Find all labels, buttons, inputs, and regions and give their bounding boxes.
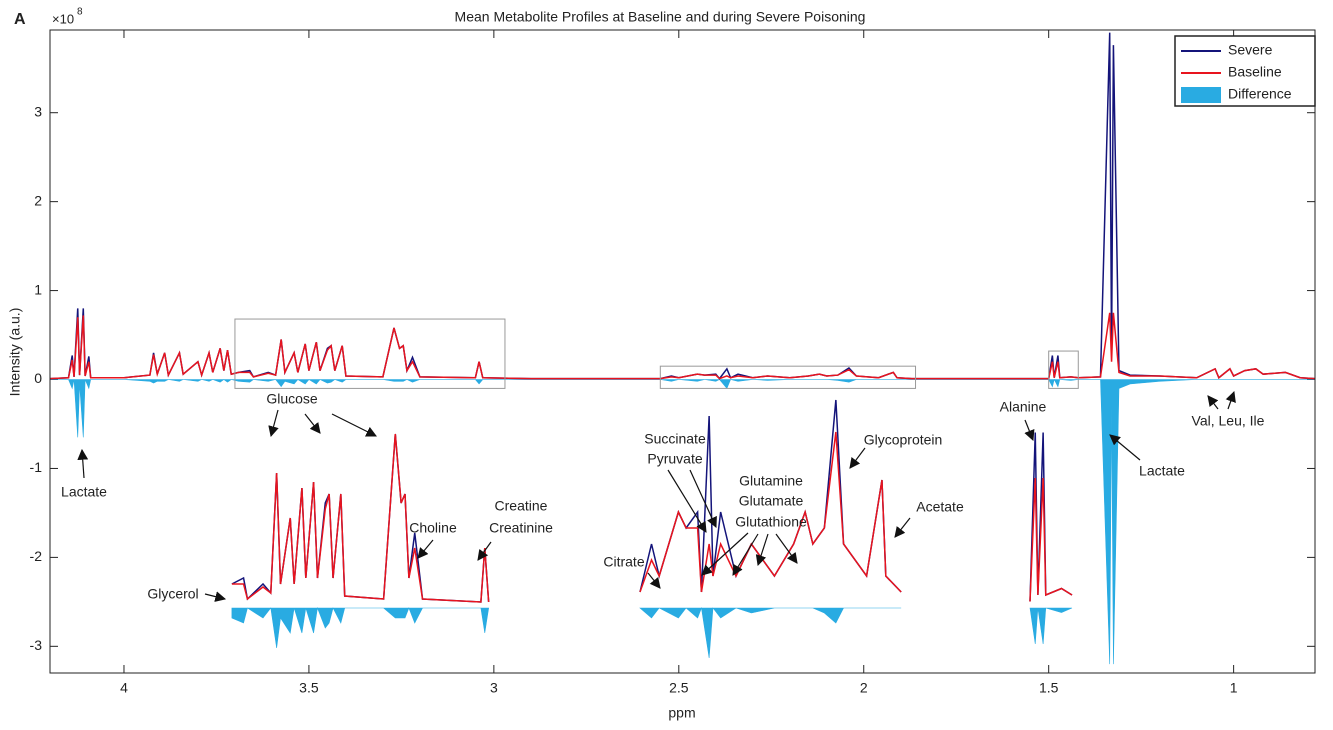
panel-label: A xyxy=(14,11,26,28)
annotation-arrow xyxy=(1225,390,1236,410)
spectrum-line xyxy=(50,312,1315,380)
annotation-arrow xyxy=(667,469,707,533)
annotation-arrow xyxy=(732,533,759,576)
annotation: Citrate xyxy=(603,554,644,570)
y-exponent-base: ×10 xyxy=(52,11,74,26)
x-tick-label: 1.5 xyxy=(1039,680,1059,696)
plot-frame xyxy=(49,29,1316,674)
y-exponent-power: 8 xyxy=(77,7,83,18)
chart-title: Mean Metabolite Profiles at Baseline and… xyxy=(455,9,866,25)
zoom-box xyxy=(659,365,917,389)
legend: Severe Baseline Difference xyxy=(1174,35,1316,107)
annotation-arrow xyxy=(849,447,866,469)
inset xyxy=(231,433,490,649)
annotation-arrow xyxy=(417,539,434,559)
annotation-arrow xyxy=(755,533,769,567)
legend-label: Severe xyxy=(1228,42,1273,58)
annotation-arrow xyxy=(701,532,749,576)
annotation: Glucose xyxy=(266,391,318,407)
annotation-arrow xyxy=(204,591,227,602)
x-tick-label: 3 xyxy=(490,680,498,696)
y-tick-label: 1 xyxy=(34,281,42,297)
x-tick-label: 2.5 xyxy=(669,680,689,696)
annotation-arrow xyxy=(1024,419,1035,442)
annotation-arrow xyxy=(304,413,321,434)
legend-swatch xyxy=(1181,87,1221,103)
annotation-arrow xyxy=(77,448,89,479)
annotation: Lactate xyxy=(1139,463,1185,479)
x-tick-label: 3.5 xyxy=(299,680,319,696)
y-tick-label: 0 xyxy=(34,370,42,386)
legend-label: Baseline xyxy=(1228,64,1282,80)
annotation-arrow xyxy=(1207,395,1219,410)
annotation: Glutamate xyxy=(739,493,804,509)
x-tick-label: 2 xyxy=(860,680,868,696)
y-tick-label: -2 xyxy=(30,548,43,564)
annotation: Creatinine xyxy=(489,520,553,536)
plot-area xyxy=(50,32,1315,665)
inset xyxy=(1029,432,1073,645)
y-tick-label: 3 xyxy=(34,103,42,119)
zoom-box xyxy=(234,318,506,389)
annotation: Glutamine xyxy=(739,473,803,489)
x-axis-label: ppm xyxy=(668,705,695,721)
annotation: Glycoprotein xyxy=(864,432,943,448)
annotation: Choline xyxy=(409,520,457,536)
annotation: Pyruvate xyxy=(647,451,702,467)
annotation: Glutathione xyxy=(735,514,807,530)
y-tick-label: -3 xyxy=(30,637,43,653)
annotation-arrow xyxy=(647,572,661,589)
x-tick-label: 1 xyxy=(1230,680,1238,696)
annotation-arrow xyxy=(894,517,911,538)
y-axis-label: Intensity (a.u.) xyxy=(7,308,23,397)
annotation: Alanine xyxy=(1000,399,1047,415)
annotation-arrow xyxy=(775,533,798,564)
difference-area xyxy=(50,378,1315,665)
spectrum-line xyxy=(231,433,490,603)
annotation: Lactate xyxy=(61,484,107,500)
annotation: Acetate xyxy=(916,499,964,515)
annotation: Glycerol xyxy=(147,586,198,602)
annotation-arrow xyxy=(1109,434,1141,461)
annotation-arrow xyxy=(477,541,492,561)
y-tick-label: 2 xyxy=(34,192,42,208)
x-tick-label: 4 xyxy=(120,680,128,696)
difference-area xyxy=(1029,607,1073,645)
annotation: Val, Leu, Ile xyxy=(1192,413,1265,429)
spectrum-line xyxy=(50,32,1315,380)
zoom-box xyxy=(1048,350,1079,389)
difference-area xyxy=(639,606,902,659)
y-tick-label: -1 xyxy=(30,459,43,475)
annotation-arrow xyxy=(331,413,377,437)
difference-area xyxy=(231,606,490,649)
legend-label: Difference xyxy=(1228,86,1292,102)
spectrum-line xyxy=(231,433,490,603)
annotation: Succinate xyxy=(644,431,706,447)
annotation-arrow xyxy=(689,469,717,528)
annotation: Creatine xyxy=(495,498,548,514)
annotation-arrow xyxy=(268,409,279,438)
spectrum-line xyxy=(1029,477,1073,602)
